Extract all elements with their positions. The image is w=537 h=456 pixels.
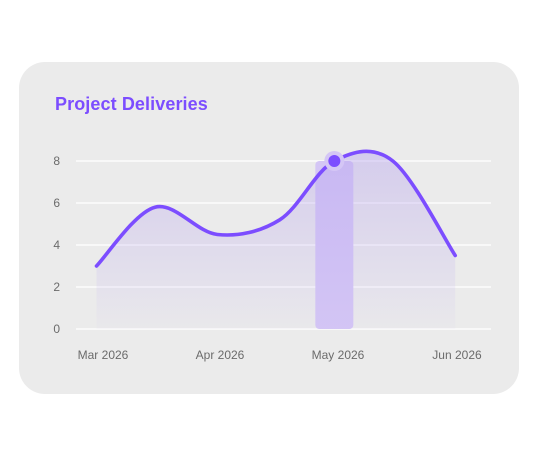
chart-title: Project Deliveries [55,94,208,114]
x-tick-label-1: Apr 2026 [196,348,245,362]
y-tick-label-8: 8 [53,154,60,168]
series-line [94,149,458,268]
highlight-point[interactable] [328,155,341,167]
x-tick-label-3: Jun 2026 [432,348,482,362]
x-tick-label-2: May 2026 [312,348,365,362]
y-tick-label-2: 2 [53,280,60,294]
area-fill [96,151,456,329]
y-tick-label-0: 0 [53,322,60,336]
y-tick-label-6: 6 [53,196,60,210]
x-tick-label-0: Mar 2026 [78,348,129,362]
y-tick-label-4: 4 [53,238,60,252]
